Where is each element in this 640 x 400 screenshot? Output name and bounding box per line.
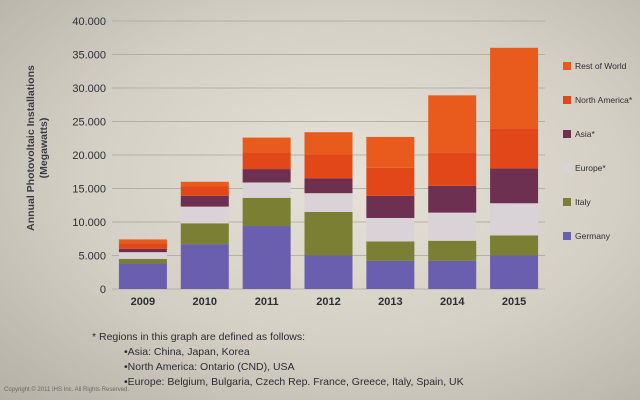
y-tick-label: 30.000 (72, 83, 106, 95)
y-tick-label: 10.000 (72, 217, 106, 229)
footnote-line-europe: •Europe: Belgium, Bulgaria, Czech Rep. F… (124, 376, 464, 388)
bar-europe-2010 (180, 206, 229, 224)
bar-asia-2014 (428, 185, 477, 213)
y-tick-labels: 0 5.000 10.000 15.000 20.000 25.000 30.000 35.0… (72, 16, 106, 296)
bar-rest-of-world-2009 (118, 239, 167, 244)
bar-rest-of-world-2011 (242, 137, 291, 153)
legend-label: Germany (575, 231, 611, 241)
bar-germany-2015 (490, 255, 539, 289)
bar-rest-of-world-2014 (428, 95, 477, 153)
bar-north-america-2015 (490, 128, 539, 169)
legend-label: Asia* (575, 129, 596, 139)
legend-swatch (563, 130, 571, 138)
x-tick-label: 2013 (378, 296, 402, 308)
bars (118, 47, 539, 289)
bar-italy-2011 (242, 197, 291, 227)
bar-rest-of-world-2013 (366, 136, 415, 168)
bar-europe-2014 (428, 212, 477, 241)
bar-italy-2010 (180, 223, 229, 245)
bar-north-america-2009 (118, 243, 167, 249)
bar-italy-2013 (366, 241, 415, 261)
bar-italy-2014 (428, 240, 477, 261)
bar-italy-2009 (118, 258, 167, 264)
bar-germany-2013 (366, 260, 415, 289)
bar-asia-2015 (490, 168, 539, 204)
y-tick-label: 15.000 (72, 184, 106, 196)
x-tick-label: 2012 (316, 296, 340, 308)
footnote-line-asia: •Asia: China, Japan, Korea (124, 346, 250, 358)
legend-swatch (563, 62, 571, 70)
bar-asia-2010 (180, 195, 229, 207)
bar-asia-2009 (118, 248, 167, 253)
bar-europe-2009 (118, 252, 167, 259)
bar-north-america-2011 (242, 152, 291, 170)
footnote-line-north-america: •North America: Ontario (CND), USA (124, 361, 295, 373)
x-tick-labels: 2009 2010 2011 2012 2013 2014 2015 (131, 296, 527, 308)
y-tick-label: 40.000 (72, 16, 106, 28)
legend-swatch (563, 198, 571, 206)
bar-germany-2012 (304, 255, 353, 289)
bar-germany-2009 (118, 263, 167, 289)
y-tick-label: 25.000 (72, 117, 106, 129)
x-tick-label: 2010 (193, 296, 217, 308)
legend: Rest of World North America* Asia* Europe* I… (563, 61, 633, 241)
bar-germany-2014 (428, 260, 477, 289)
bar-asia-2012 (304, 178, 353, 194)
legend-label: North America* (575, 95, 633, 105)
y-tick-label: 20.000 (72, 150, 106, 162)
bar-europe-2013 (366, 217, 415, 242)
bar-germany-2011 (242, 226, 291, 289)
bar-italy-2012 (304, 211, 353, 256)
x-tick-label: 2011 (255, 296, 279, 308)
legend-swatch (563, 164, 571, 172)
bar-europe-2015 (490, 203, 539, 236)
footnote-heading: * Regions in this graph are defined as f… (92, 331, 306, 343)
footnote: * Regions in this graph are defined as f… (92, 330, 464, 390)
bar-north-america-2014 (428, 152, 477, 186)
bar-asia-2011 (242, 169, 291, 183)
legend-swatch (563, 232, 571, 240)
y-tick-label: 5.000 (78, 251, 106, 263)
bar-north-america-2012 (304, 155, 353, 179)
bar-north-america-2010 (180, 186, 229, 196)
legend-swatch (563, 96, 571, 104)
bar-europe-2011 (242, 182, 291, 198)
y-axis-label: Annual Photovoltaic Installations (Megaw… (25, 65, 50, 231)
bar-germany-2010 (180, 244, 229, 289)
bar-rest-of-world-2012 (304, 132, 353, 155)
x-tick-label: 2015 (502, 296, 526, 308)
bar-asia-2013 (366, 195, 415, 218)
x-tick-label: 2014 (440, 296, 465, 308)
bar-rest-of-world-2015 (490, 47, 539, 129)
x-tick-label: 2009 (131, 296, 155, 308)
bar-italy-2015 (490, 235, 539, 256)
legend-label: Europe* (575, 163, 606, 173)
bar-north-america-2013 (366, 167, 415, 196)
y-tick-label: 0 (100, 284, 106, 296)
bar-europe-2012 (304, 193, 353, 212)
y-tick-label: 35.000 (72, 50, 106, 62)
bar-rest-of-world-2010 (180, 181, 229, 187)
legend-label: Italy (575, 197, 591, 207)
copyright-notice: Copyright © 2011 IHS Inc. All Rights Res… (4, 387, 130, 393)
legend-label: Rest of World (575, 61, 627, 71)
